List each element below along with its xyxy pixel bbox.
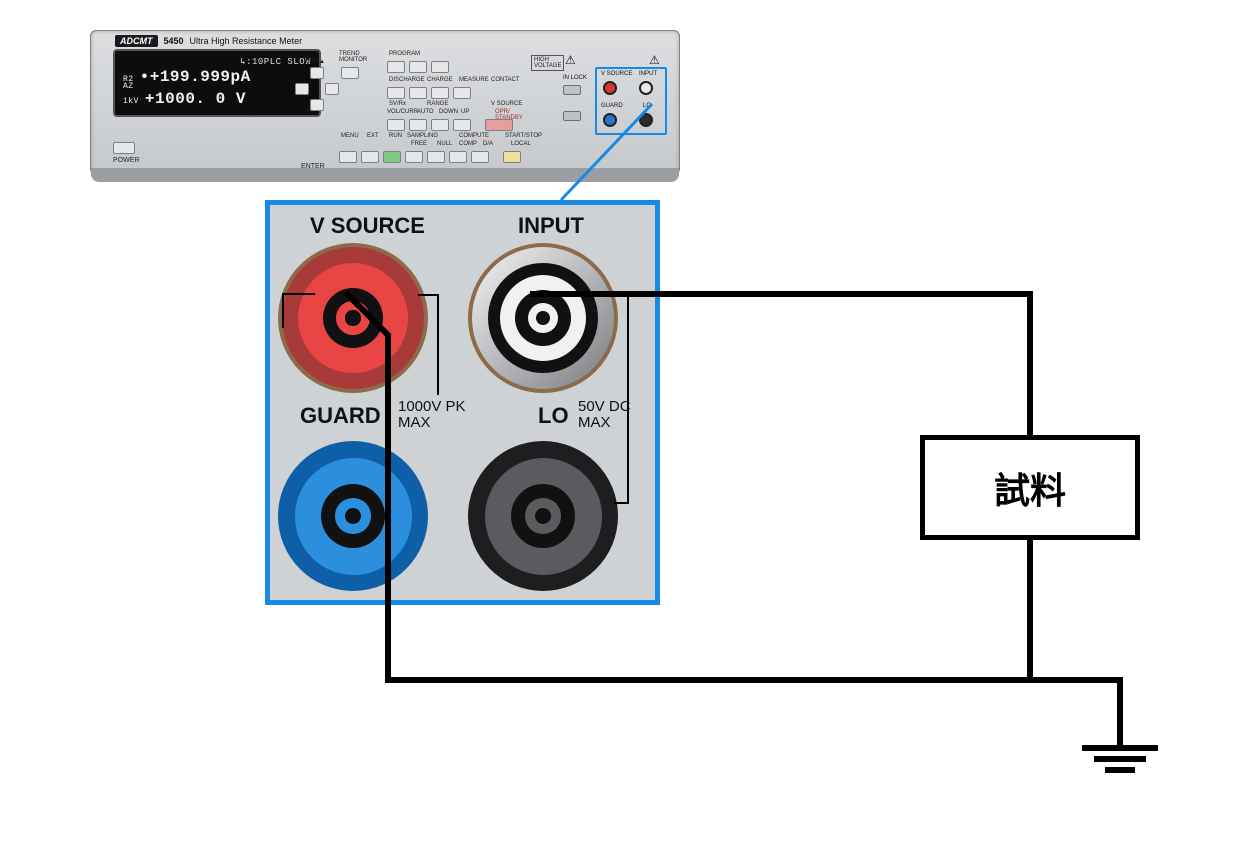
button-ext[interactable]	[361, 151, 379, 163]
sample-label: 試料	[994, 462, 1066, 514]
instrument-display: ↳:10PLC SLOW R2 AZ •+199.999pA 1kV +1000…	[113, 49, 321, 117]
warning-icon: ⚠	[649, 53, 660, 67]
label-vsource-row: V SOURCE	[491, 101, 522, 107]
button-measure[interactable]	[431, 87, 449, 99]
button-program-1[interactable]	[387, 61, 405, 73]
instrument-foot	[91, 168, 679, 182]
ground-icon	[1085, 748, 1155, 770]
model-number: 5450	[164, 36, 184, 46]
zoom-label-guard: GUARD	[300, 403, 381, 429]
power-button[interactable]	[113, 142, 135, 154]
label-menu: MENU	[341, 133, 359, 139]
button-contact[interactable]	[453, 87, 471, 99]
button-program-2[interactable]	[409, 61, 427, 73]
label-comp: COMP	[459, 141, 477, 147]
button-local[interactable]	[503, 151, 521, 163]
button-arrow-right[interactable]	[325, 83, 339, 95]
label-ext: EXT	[367, 133, 379, 139]
label-down: DOWN	[439, 109, 458, 115]
button-volcurr[interactable]	[387, 119, 405, 131]
label-free: FREE	[411, 141, 427, 147]
label-charge: CHARGE	[427, 77, 453, 83]
display-line1-prefix: R2 AZ	[123, 76, 134, 90]
button-down[interactable]	[431, 119, 449, 131]
label-run: RUN	[389, 133, 402, 139]
label-auto: AUTO	[417, 109, 434, 115]
jack-lo[interactable]	[468, 441, 618, 591]
zoom-sub-vpk: 1000V PK MAX	[398, 399, 466, 431]
label-inlock: IN LOCK	[563, 75, 587, 81]
zoom-label-vsource: V SOURCE	[310, 213, 425, 239]
callout-outline	[595, 67, 667, 135]
label-sampling: SAMPLING	[407, 133, 438, 139]
enter-label: ENTER	[301, 163, 325, 170]
label-program: PROGRAM	[389, 51, 420, 57]
sample-box: 試料	[920, 435, 1140, 540]
label-unit-up: UNIT▲	[305, 59, 325, 65]
label-measure: MEASURE	[459, 77, 489, 83]
warning-icon: ⚠	[565, 53, 576, 67]
button-program-3[interactable]	[431, 61, 449, 73]
display-status-line: ↳:10PLC SLOW	[123, 57, 311, 68]
jack-guard[interactable]	[278, 441, 428, 591]
button-arrow-up[interactable]	[310, 67, 324, 79]
model-subtitle: Ultra High Resistance Meter	[190, 36, 303, 46]
button-arrow-down[interactable]	[310, 99, 324, 111]
arrow-pad	[295, 67, 339, 111]
port-aux[interactable]	[563, 111, 581, 121]
zoom-label-input: INPUT	[518, 213, 584, 239]
display-line2: +1000. 0 V	[145, 90, 246, 109]
zoom-panel: V SOURCE INPUT GUARD LO 1000V PK MAX 50V…	[265, 200, 660, 605]
button-da[interactable]	[471, 151, 489, 163]
button-menu[interactable]	[339, 151, 357, 163]
button-free[interactable]	[405, 151, 423, 163]
label-local: LOCAL	[511, 141, 531, 147]
label-range: RANGE	[427, 101, 448, 107]
label-svrx: SV/Rx	[389, 101, 406, 107]
button-null[interactable]	[427, 151, 445, 163]
button-arrow-left[interactable]	[295, 83, 309, 95]
label-high-voltage: HIGH VOLTAGE	[531, 55, 564, 71]
zoom-label-lo: LO	[538, 403, 569, 429]
label-startstop: START/STOP	[505, 133, 542, 139]
jack-vsource[interactable]	[278, 243, 428, 393]
label-contact: CONTACT	[491, 77, 520, 83]
button-run[interactable]	[383, 151, 401, 163]
port-inlock[interactable]	[563, 85, 581, 95]
button-discharge[interactable]	[387, 87, 405, 99]
label-da: D/A	[483, 141, 493, 147]
display-line2-prefix: 1kV	[123, 97, 139, 107]
label-up: UP	[461, 109, 469, 115]
button-charge[interactable]	[409, 87, 427, 99]
zoom-sub-vdc: 50V DC MAX	[578, 399, 631, 431]
display-line1: •+199.999pA	[140, 68, 251, 87]
power-label: POWER	[113, 157, 139, 164]
label-trend: TREND MONITOR	[339, 51, 367, 63]
label-null: NULL	[437, 141, 452, 147]
label-volcurr: VOL/CURR	[387, 109, 418, 115]
instrument-brand: ADCMT 5450 Ultra High Resistance Meter	[115, 35, 302, 47]
label-discharge: DISCHARGE	[389, 77, 425, 83]
instrument-bezel: ADCMT 5450 Ultra High Resistance Meter ↳…	[90, 30, 680, 175]
button-auto[interactable]	[409, 119, 427, 131]
label-opr-standby: OPR/ STANDBY	[495, 109, 523, 121]
button-trend[interactable]	[341, 67, 359, 79]
jack-input[interactable]	[468, 243, 618, 393]
brand-logo: ADCMT	[115, 35, 158, 47]
button-up[interactable]	[453, 119, 471, 131]
button-comp[interactable]	[449, 151, 467, 163]
label-compute: COMPUTE	[459, 133, 489, 139]
